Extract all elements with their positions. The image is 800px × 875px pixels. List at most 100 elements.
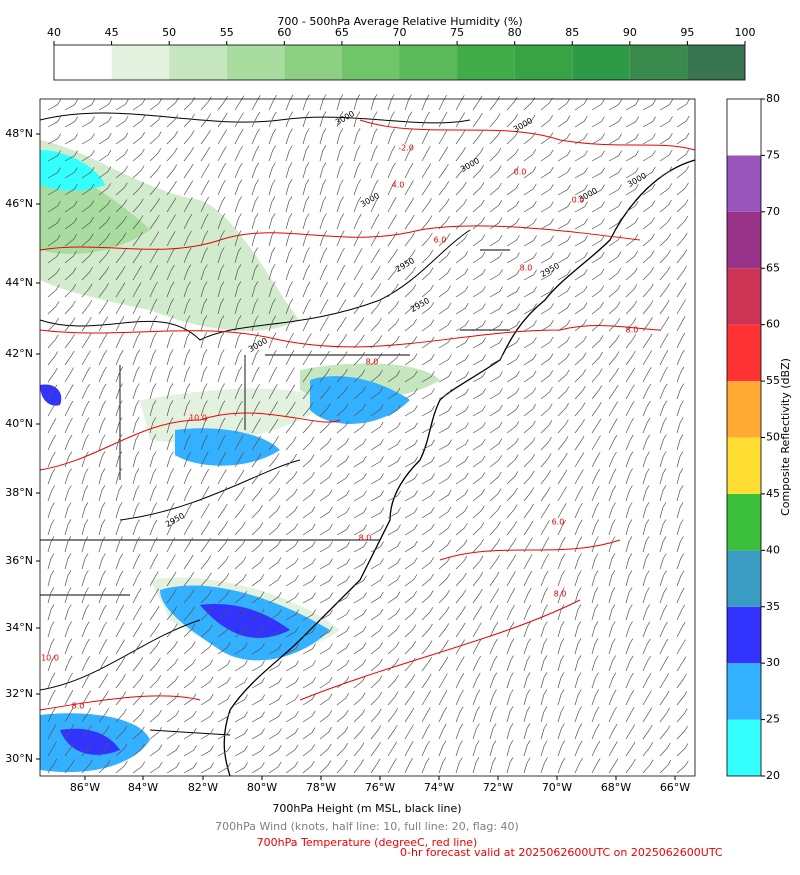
wind-barb — [64, 250, 77, 264]
wind-barb — [540, 553, 549, 570]
wind-barb — [540, 537, 550, 553]
wind-barb — [98, 249, 110, 264]
wind-barb — [506, 200, 520, 213]
wind-barb — [234, 332, 242, 349]
wind-barb — [370, 675, 383, 689]
wind-barb — [115, 570, 124, 587]
wind-barb — [472, 199, 485, 213]
wind-barb — [540, 286, 554, 298]
wind-barb — [98, 266, 110, 281]
wind-barb — [404, 318, 417, 332]
wind-barb — [438, 267, 451, 281]
wind-barb — [149, 265, 159, 281]
wind-barb — [540, 320, 554, 332]
wind-barb — [489, 555, 500, 570]
wind-barb — [472, 488, 485, 502]
wind-barb — [251, 401, 261, 417]
wind-barb — [353, 196, 362, 213]
wind-barb — [268, 281, 276, 298]
wind-barb — [217, 349, 225, 366]
wind-barb — [81, 553, 89, 570]
wind-barb — [353, 282, 364, 298]
wind-barb — [591, 452, 601, 468]
wind-barb — [319, 196, 327, 213]
rh-tick-label: 50 — [162, 26, 176, 39]
wind-barb — [98, 299, 109, 315]
wind-barb — [370, 490, 384, 502]
wind-barb — [370, 283, 382, 298]
wind-barb — [98, 216, 111, 230]
wind-barb — [149, 98, 163, 111]
wind-barb — [676, 570, 685, 587]
wind-barb — [676, 502, 684, 519]
wind-barb — [387, 674, 399, 689]
wind-barb — [455, 556, 468, 570]
wind-barb — [336, 386, 349, 400]
wind-barb — [166, 231, 176, 247]
wind-barb — [251, 643, 265, 655]
wind-barb — [489, 252, 503, 264]
wind-barb — [455, 439, 469, 451]
wind-barb — [234, 677, 248, 689]
wind-barb — [489, 605, 499, 621]
wind-barb — [285, 384, 296, 400]
wind-barb — [625, 217, 639, 230]
wind-barb — [64, 672, 73, 689]
wind-barb — [285, 677, 299, 689]
wind-barb — [302, 145, 310, 162]
wind-barb — [200, 555, 212, 570]
wind-barb — [489, 588, 500, 604]
wind-barb — [217, 247, 225, 264]
wind-barb — [404, 405, 418, 417]
wind-barb — [285, 94, 294, 111]
wind-barb — [642, 99, 656, 111]
wind-barb — [506, 504, 518, 519]
wind-barb — [404, 336, 418, 349]
wind-barb — [234, 196, 242, 213]
wind-barb — [353, 248, 363, 264]
wind-barb — [455, 757, 463, 774]
wind-barb — [166, 710, 180, 723]
wind-barb — [98, 383, 107, 400]
wind-barb — [540, 184, 554, 196]
wind-barb — [47, 502, 55, 519]
wind-barb — [574, 706, 582, 723]
wind-barb — [81, 621, 90, 638]
wind-barb — [200, 230, 209, 247]
wind-barb — [200, 315, 208, 332]
wind-barb — [183, 503, 193, 519]
wind-barb — [81, 133, 95, 145]
wind-barb — [234, 162, 243, 179]
wind-barb — [387, 231, 398, 247]
wind-barb — [506, 217, 520, 230]
wind-barb — [642, 604, 650, 621]
wind-barb — [574, 133, 588, 145]
wind-barb — [625, 317, 637, 332]
wind-barb — [166, 727, 180, 740]
wind-barb — [319, 264, 328, 281]
wind-barb — [438, 539, 451, 553]
wind-barb — [387, 266, 399, 281]
wind-barb — [489, 303, 503, 315]
wind-barb — [115, 451, 123, 468]
wind-barb — [183, 130, 195, 145]
wind-barb — [574, 469, 584, 485]
wind-note: 700hPa Wind (knots, half line: 10, full … — [215, 820, 519, 833]
wind-barb — [268, 128, 277, 145]
wind-barb — [642, 468, 650, 485]
wind-barb — [132, 674, 144, 689]
wind-barb — [387, 473, 401, 485]
wind-barb — [319, 281, 329, 298]
wind-barb — [200, 146, 211, 162]
wind-barb — [438, 250, 451, 264]
wind-barb — [608, 587, 616, 604]
wind-barb — [353, 524, 367, 536]
wind-barb — [540, 353, 554, 366]
wind-barb — [251, 332, 259, 349]
wind-barb — [523, 470, 535, 485]
wind-barb — [455, 622, 466, 638]
wind-barb — [268, 436, 279, 451]
wind-barb — [421, 302, 435, 315]
wind-barb — [302, 162, 310, 179]
wind-barb — [574, 519, 583, 536]
